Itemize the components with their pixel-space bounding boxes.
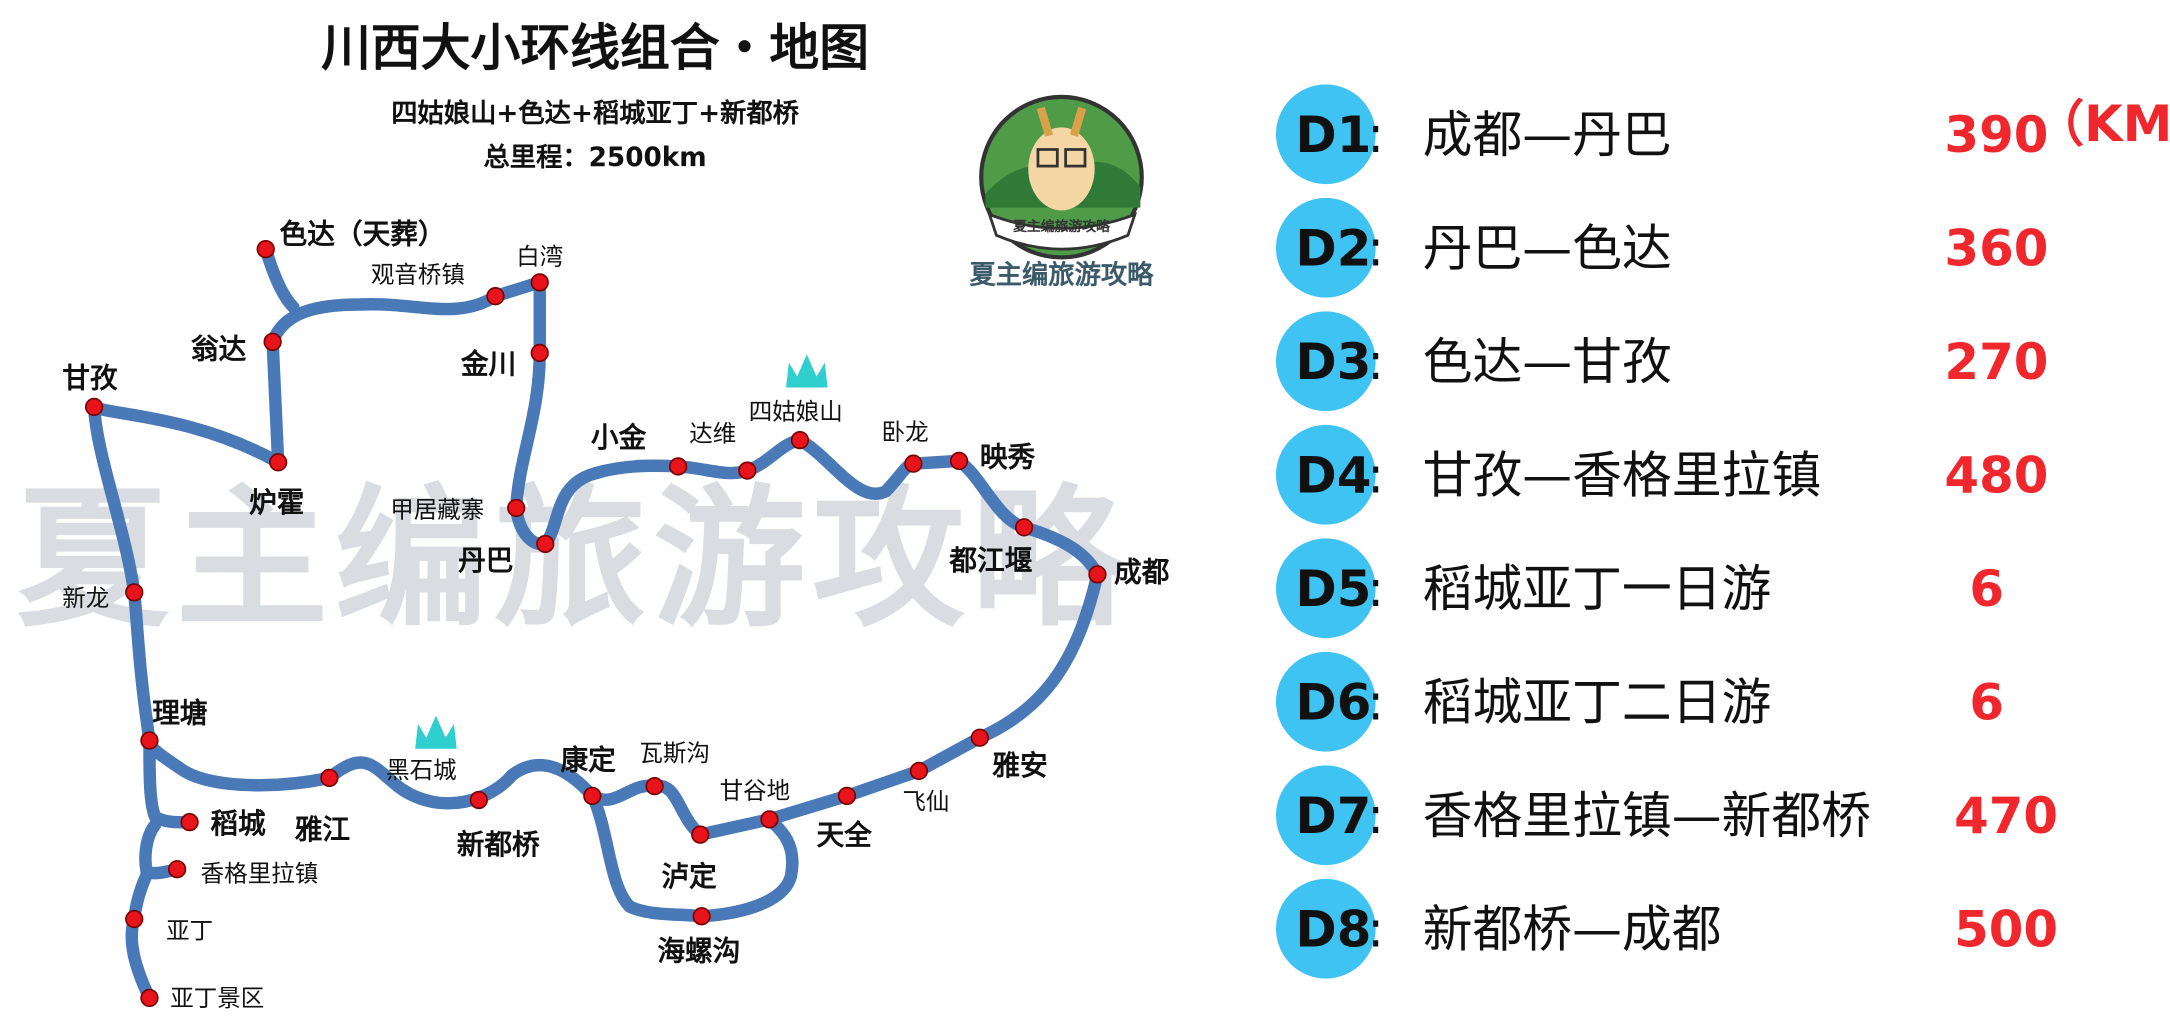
itinerary-row: D6: 稻城亚丁二日游 6 bbox=[1275, 651, 2004, 752]
label-baiwan: 白湾 bbox=[516, 242, 563, 270]
label-ganzi: 甘孜 bbox=[62, 362, 118, 395]
label-daocheng: 稻城 bbox=[210, 807, 266, 840]
itinerary: D1: 成都—丹巴 390（KM） D2: 丹巴—色达 360 D3: 色达—甘孜 270 D4:… bbox=[1275, 84, 2170, 979]
label-yading: 亚丁 bbox=[166, 916, 213, 944]
itinerary-row: D1: 成都—丹巴 390（KM） bbox=[1275, 84, 2170, 185]
label-wolong: 卧龙 bbox=[882, 418, 929, 446]
label-heishicheng: 黑石城 bbox=[386, 756, 457, 784]
day-label: D8 bbox=[1295, 901, 1371, 959]
label-luding: 泸定 bbox=[662, 860, 718, 893]
svg-text:夏主编旅游攻略: 夏主编旅游攻略 bbox=[1012, 218, 1111, 235]
label-danba: 丹巴 bbox=[458, 544, 513, 577]
label-xinlong: 新龙 bbox=[62, 584, 109, 612]
day-label: D4 bbox=[1295, 447, 1371, 505]
colon: : bbox=[1367, 787, 1384, 845]
label-yadingjq: 亚丁景区 bbox=[170, 984, 264, 1012]
stops bbox=[84, 240, 1107, 1008]
distance-unit: （KM） bbox=[2034, 95, 2170, 153]
day-badge bbox=[1275, 651, 1376, 752]
label-jinchuan: 金川 bbox=[460, 348, 516, 381]
label-wasigou: 瓦斯沟 bbox=[639, 739, 710, 767]
logo: 夏主编旅游攻略 夏主编旅游攻略 bbox=[969, 94, 1154, 291]
day-badge bbox=[1275, 84, 1376, 185]
label-dujiangyan: 都江堰 bbox=[948, 544, 1032, 577]
place-labels: 色达（天葬） 观音桥镇 白湾 翁达 金川 甘孜 炉霍 甲居藏寨 丹巴 小金 达维… bbox=[62, 218, 1169, 1013]
distance-km: 6 bbox=[1969, 674, 2004, 732]
label-ganggudi: 甘谷地 bbox=[720, 777, 791, 805]
day-badge bbox=[1275, 878, 1376, 979]
day-label: D2 bbox=[1295, 220, 1371, 278]
route-text: 色达—甘孜 bbox=[1423, 333, 1672, 391]
label-guanyinqiao: 观音桥镇 bbox=[371, 260, 465, 288]
label-jiaju: 甲居藏寨 bbox=[390, 496, 484, 524]
mountain-icon bbox=[415, 715, 457, 749]
label-xindu: 新都桥 bbox=[457, 828, 540, 861]
map-title: 川西大小环线组合・地图 bbox=[321, 19, 869, 77]
label-chengdu: 成都 bbox=[1114, 555, 1170, 588]
itinerary-row: D3: 色达—甘孜 270 bbox=[1275, 311, 2048, 412]
label-yajiang: 雅江 bbox=[295, 813, 351, 846]
route-text: 稻城亚丁一日游 bbox=[1423, 560, 1772, 618]
day-label: D1 bbox=[1295, 106, 1371, 164]
label-tianquan: 天全 bbox=[817, 818, 873, 851]
mountain-icon bbox=[786, 354, 828, 388]
route-text: 新都桥—成都 bbox=[1423, 901, 1722, 959]
itinerary-row: D7: 香格里拉镇—新都桥 470 bbox=[1275, 765, 2058, 866]
itinerary-row: D4: 甘孜—香格里拉镇 480 bbox=[1275, 424, 2048, 525]
itinerary-row: D5: 稻城亚丁一日游 6 bbox=[1275, 538, 2004, 639]
label-feixian: 飞仙 bbox=[902, 788, 949, 816]
distance-km: 6 bbox=[1969, 560, 2004, 618]
label-yaan: 雅安 bbox=[992, 749, 1047, 782]
itinerary-row: D8: 新都桥—成都 500 bbox=[1275, 878, 2058, 979]
day-badge bbox=[1275, 765, 1376, 866]
route-text: 甘孜—香格里拉镇 bbox=[1423, 447, 1821, 505]
logo-caption: 夏主编旅游攻略 bbox=[969, 260, 1154, 291]
label-seda: 色达（天葬） bbox=[280, 218, 446, 251]
day-label: D6 bbox=[1295, 674, 1371, 732]
day-badge bbox=[1275, 424, 1376, 525]
colon: : bbox=[1367, 674, 1384, 732]
day-label: D5 bbox=[1295, 560, 1371, 618]
distance-km: 360 bbox=[1944, 220, 2048, 278]
itinerary-row: D2: 丹巴—色达 360 bbox=[1275, 197, 2048, 298]
route-text: 稻城亚丁二日游 bbox=[1423, 674, 1772, 732]
label-dawei: 达维 bbox=[689, 420, 736, 448]
distance-km: 480 bbox=[1944, 447, 2048, 505]
day-label: D3 bbox=[1295, 333, 1371, 391]
colon: : bbox=[1367, 901, 1384, 959]
colon: : bbox=[1367, 106, 1384, 164]
label-kangding: 康定 bbox=[560, 744, 616, 777]
colon: : bbox=[1367, 560, 1384, 618]
day-badge bbox=[1275, 311, 1376, 412]
colon: : bbox=[1367, 220, 1384, 278]
distance-km: 390 bbox=[1944, 106, 2048, 164]
colon: : bbox=[1367, 333, 1384, 391]
day-badge bbox=[1275, 197, 1376, 298]
route-text: 成都—丹巴 bbox=[1423, 106, 1672, 164]
label-luhuo: 炉霍 bbox=[249, 486, 304, 519]
distance-km: 470 bbox=[1954, 787, 2058, 845]
day-badge bbox=[1275, 538, 1376, 639]
map-subtitle: 四姑娘山+色达+稻城亚丁+新都桥 bbox=[391, 98, 799, 129]
label-hailuogou: 海螺沟 bbox=[657, 935, 740, 968]
colon: : bbox=[1367, 447, 1384, 505]
watermark: 夏主编旅游攻略 bbox=[17, 471, 1127, 648]
route-text: 丹巴—色达 bbox=[1423, 220, 1672, 278]
label-wengda: 翁达 bbox=[191, 332, 247, 365]
distance-km: 500 bbox=[1954, 901, 2058, 959]
day-label: D7 bbox=[1295, 787, 1371, 845]
label-yingxiu: 映秀 bbox=[980, 440, 1036, 473]
label-litang: 理塘 bbox=[152, 696, 207, 729]
total-distance: 总里程：2500km bbox=[484, 143, 707, 173]
label-xianggelila: 香格里拉镇 bbox=[201, 860, 319, 888]
route-text: 香格里拉镇—新都桥 bbox=[1423, 787, 1871, 845]
label-xiaojin: 小金 bbox=[591, 421, 647, 454]
label-siguniang: 四姑娘山 bbox=[749, 397, 843, 425]
distance-km: 270 bbox=[1944, 333, 2048, 391]
